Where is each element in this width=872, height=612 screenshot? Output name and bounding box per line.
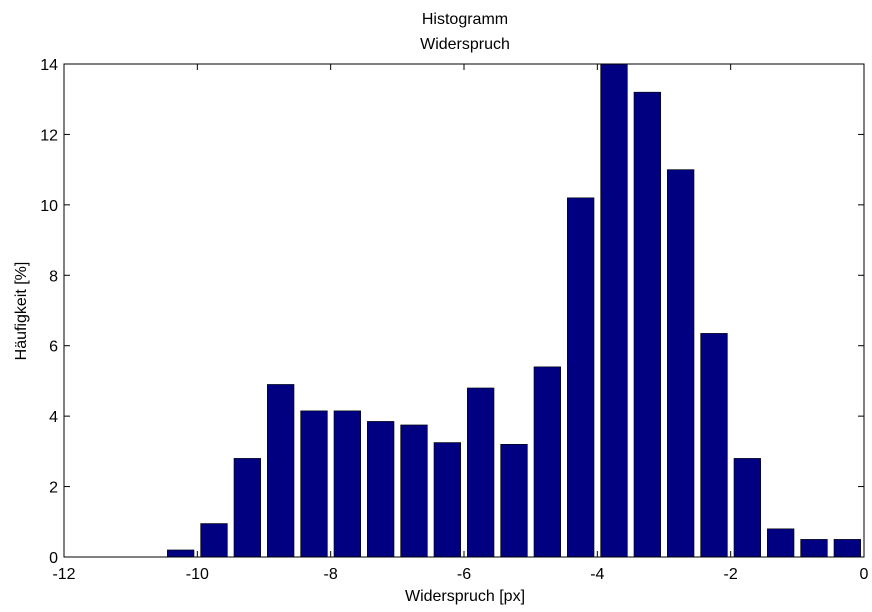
- histogram-bar: [767, 528, 795, 558]
- x-tick-label: -2: [724, 566, 738, 583]
- histogram-bar: [567, 197, 595, 558]
- chart-subtitle: Widerspruch: [420, 36, 510, 53]
- bar-series: [167, 63, 861, 558]
- x-tick-label: -4: [590, 566, 604, 583]
- histogram-bar: [667, 169, 695, 558]
- histogram-bar: [500, 444, 528, 558]
- x-tick-label: -8: [324, 566, 338, 583]
- x-tick-label: -6: [457, 566, 471, 583]
- y-tick-label: 14: [40, 57, 58, 74]
- y-tick-label: 2: [49, 480, 58, 497]
- histogram-bar: [333, 410, 361, 558]
- histogram-bar: [267, 384, 295, 558]
- x-tick-label: -12: [52, 566, 75, 583]
- histogram-bar: [600, 63, 628, 558]
- histogram-bar: [733, 458, 761, 558]
- histogram-bar: [700, 333, 728, 558]
- histogram-bar: [367, 421, 395, 558]
- histogram-bar: [533, 366, 561, 558]
- histogram-bar: [633, 91, 661, 558]
- y-tick-label: 10: [40, 198, 58, 215]
- histogram-bar: [167, 549, 195, 558]
- histogram-bar: [800, 539, 828, 558]
- histogram-bar: [300, 410, 328, 558]
- histogram-bar: [433, 442, 461, 558]
- y-tick-label: 4: [49, 409, 58, 426]
- chart-title: Histogramm: [422, 11, 508, 28]
- y-tick-label: 6: [49, 339, 58, 356]
- histogram-bar: [400, 424, 428, 558]
- y-tick-label: 8: [49, 268, 58, 285]
- histogram-bar: [200, 523, 228, 558]
- histogram-bar: [467, 387, 495, 558]
- y-tick-label: 0: [49, 550, 58, 567]
- y-tick-label: 12: [40, 127, 58, 144]
- histogram-bar: [833, 539, 861, 558]
- x-tick-label: -10: [186, 566, 209, 583]
- x-axis-ticks: -12 -10 -8 -6 -4 -2 0: [52, 64, 869, 583]
- x-axis-label: Widerspruch [px]: [405, 588, 525, 605]
- x-tick-label: 0: [860, 566, 869, 583]
- histogram-bar: [233, 458, 261, 558]
- y-axis-label: Häufigkeit [%]: [13, 262, 30, 361]
- y-axis-ticks: 0 2 4 6 8 10 12 14: [40, 57, 864, 567]
